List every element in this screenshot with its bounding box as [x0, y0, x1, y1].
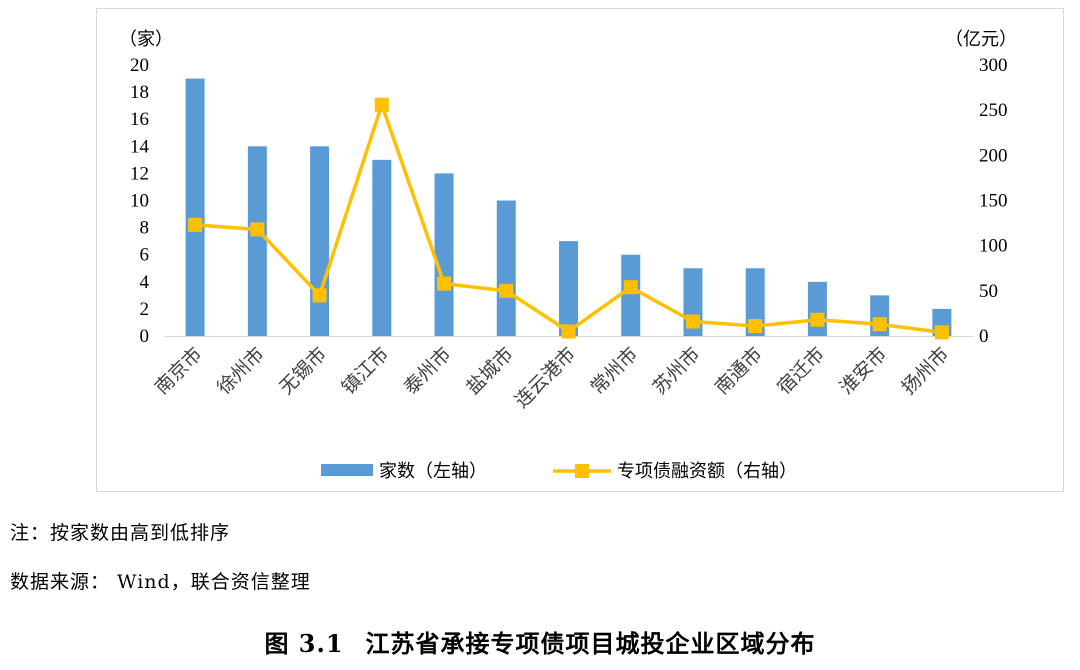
x-tick-label: 苏州市 — [649, 343, 705, 399]
x-tick-label: 宿迁市 — [773, 343, 829, 399]
y-right-tick-label: 0 — [979, 326, 989, 347]
bar — [745, 268, 765, 336]
figure-title: 江苏省承接专项债项目城投企业区域分布 — [365, 629, 816, 658]
x-tick-label: 连云港市 — [511, 343, 580, 412]
line-marker — [748, 319, 763, 334]
line-marker — [810, 312, 825, 327]
y-left-tick-label: 0 — [140, 326, 150, 347]
y-left-tick-label: 8 — [140, 218, 150, 239]
x-tick-label: 徐州市 — [213, 343, 269, 399]
legend-label-bar: 家数（左轴） — [379, 461, 487, 482]
legend-label-line: 专项债融资额（右轴） — [617, 461, 797, 482]
line-marker — [499, 283, 514, 298]
y-left-tick-label: 10 — [130, 191, 149, 212]
line-marker — [312, 288, 327, 303]
bar — [372, 159, 392, 336]
bar — [310, 146, 330, 336]
bar — [496, 200, 516, 336]
x-tick-label: 扬州市 — [898, 343, 954, 399]
bar — [807, 281, 827, 336]
note-sort-order: 注：按家数由高到低排序 — [10, 522, 231, 544]
bar — [185, 78, 205, 337]
y-left-tick-label: 6 — [140, 245, 150, 266]
chart-frame: （家） （亿元） 0 2 4 6 8 10 12 14 16 18 20 0 50 100 150 200 250 3… — [96, 8, 1064, 492]
x-tick-label: 盐城市 — [462, 343, 518, 399]
line-marker — [623, 280, 638, 295]
x-tick-label: 淮安市 — [835, 343, 891, 399]
y-left-tick-label: 16 — [130, 109, 149, 130]
y-left-tick-label: 14 — [130, 136, 150, 157]
x-tick-label: 南京市 — [151, 343, 207, 399]
bar — [247, 146, 267, 336]
bar — [559, 241, 578, 336]
line-marker — [374, 97, 389, 112]
x-tick-label: 泰州市 — [400, 343, 456, 399]
y-right-tick-label: 200 — [979, 145, 1008, 166]
y-right-tick-label: 50 — [979, 281, 998, 302]
y-right-unit: （亿元） — [945, 29, 1017, 50]
y-left-tick-label: 20 — [130, 55, 149, 76]
y-left-tick-label: 4 — [140, 272, 150, 293]
y-left-unit: （家） — [119, 29, 173, 50]
line-marker — [561, 324, 576, 339]
y-left-tick-label: 12 — [130, 163, 149, 184]
bar — [621, 254, 641, 336]
legend-swatch-marker — [575, 464, 589, 478]
y-right-tick-label: 300 — [979, 55, 1008, 76]
note-data-source: 数据来源： Wind，联合资信整理 — [10, 571, 311, 593]
y-left-tick-label: 18 — [130, 82, 149, 103]
line-marker — [188, 217, 203, 232]
legend-swatch-bar — [321, 464, 373, 476]
line-marker — [934, 325, 949, 340]
line-marker — [685, 314, 700, 329]
line-marker — [437, 276, 452, 291]
figure-caption: 图 3.1 江苏省承接专项债项目城投企业区域分布 — [0, 624, 1080, 659]
figure-number: 图 3.1 — [264, 629, 344, 658]
x-tick-label: 南通市 — [711, 343, 767, 399]
x-tick-label: 镇江市 — [337, 343, 393, 399]
bar — [434, 173, 454, 336]
y-right-tick-label: 100 — [979, 236, 1008, 257]
line-marker — [872, 317, 887, 332]
y-left-tick-label: 2 — [140, 299, 150, 320]
line-marker — [250, 222, 265, 237]
x-tick-label: 常州市 — [586, 343, 642, 399]
dual-axis-chart: （家） （亿元）024681012141618200501001502002503… — [119, 29, 1017, 482]
y-right-tick-label: 150 — [979, 191, 1008, 212]
x-tick-label: 无锡市 — [275, 343, 331, 399]
y-right-tick-label: 250 — [979, 100, 1008, 121]
